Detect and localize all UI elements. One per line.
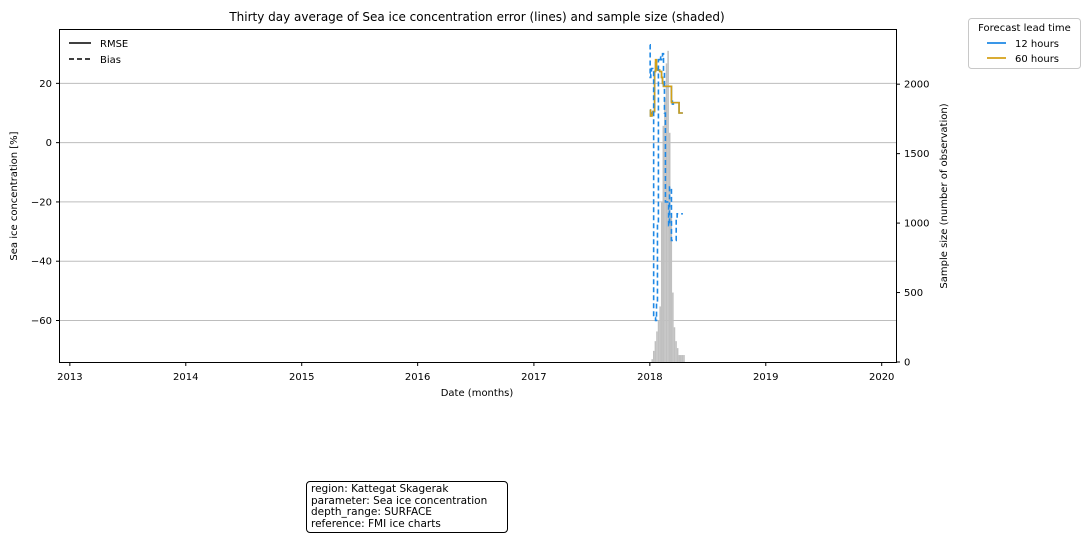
sample-size-bar [659, 306, 661, 362]
sample-size-bar [656, 331, 658, 362]
x-axis-ticks: 2013 2014 2015 2016 2017 2018 2019 2020 [57, 362, 894, 383]
y2-tick-label: 0 [904, 358, 910, 369]
sample-size-bar [665, 63, 668, 362]
sample-size-bar [680, 355, 682, 362]
grid-lines [60, 82, 896, 321]
x-tick-label: 2017 [521, 372, 546, 383]
sample-size-bar [657, 320, 660, 362]
x-tick-label: 2015 [289, 372, 314, 383]
sample-size-bar [664, 98, 666, 362]
chart-title: Thirty day average of Sea ice concentrat… [228, 10, 724, 24]
color-legend-title: Forecast lead time [978, 23, 1071, 34]
sample-size-bar [653, 350, 655, 362]
x-tick-label: 2014 [173, 372, 198, 383]
sample-size-bar [673, 327, 676, 362]
y2-tick-label: 1000 [904, 219, 929, 230]
legend-rmse-label: RMSE [100, 39, 128, 50]
x-tick-label: 2018 [637, 372, 662, 383]
y2-axis-ticks: 2000 1500 1000 500 0 [896, 80, 929, 369]
x-tick-label: 2020 [869, 372, 894, 383]
sample-size-bar [651, 359, 654, 362]
legend-60h-label: 60 hours [1015, 54, 1059, 65]
info-box: region: Kattegat Skagerak parameter: Sea… [306, 481, 508, 533]
y-tick-label: 20 [39, 79, 52, 90]
sample-size-bar [672, 292, 674, 362]
sample-size-bar [660, 202, 663, 362]
color-legend-frame [968, 18, 1081, 69]
y2-tick-label: 2000 [904, 80, 929, 91]
info-reference: reference: FMI ice charts [311, 517, 441, 530]
x-tick-label: 2016 [405, 372, 430, 383]
x-tick-label: 2019 [753, 372, 778, 383]
y-tick-label: 0 [46, 138, 52, 149]
y2-tick-label: 1500 [904, 149, 929, 160]
info-region: region: Kattegat Skagerak [311, 483, 449, 495]
sample-size-bar [654, 341, 657, 362]
sample-size-bar [670, 216, 673, 362]
sample-size-bar [683, 355, 685, 362]
y-axis-ticks: 20 0 −20 −40 −60 [31, 79, 60, 327]
info-parameter: parameter: Sea ice concentration [311, 494, 488, 507]
legend-12h-label: 12 hours [1015, 39, 1059, 50]
series-lines [649, 44, 683, 322]
info-depth-range: depth_range: SURFACE [311, 506, 432, 518]
sample-size-bar [681, 355, 684, 362]
sample-size-bar [668, 132, 671, 362]
y-tick-label: −20 [31, 197, 52, 208]
sample-size-bar [676, 348, 679, 362]
y2-axis-label: Sample size (number of observation) [939, 103, 950, 288]
sample-size-bar [678, 355, 681, 362]
y-tick-label: −40 [31, 257, 52, 268]
sample-size-bar [675, 341, 677, 362]
x-tick-label: 2013 [57, 372, 82, 383]
color-legend: Forecast lead time 12 hours 60 hours [968, 18, 1081, 69]
y-tick-label: −60 [31, 316, 52, 327]
y2-tick-label: 500 [904, 288, 923, 299]
style-legend: RMSE Bias [69, 39, 128, 66]
sample-size-bar [662, 125, 665, 363]
plot-frame [59, 29, 897, 363]
legend-bias-label: Bias [100, 55, 121, 66]
x-axis-label: Date (months) [441, 388, 514, 399]
series-line-bias-12-hours [649, 44, 683, 322]
y-axis-label: Sea ice concentration [%] [9, 131, 20, 260]
